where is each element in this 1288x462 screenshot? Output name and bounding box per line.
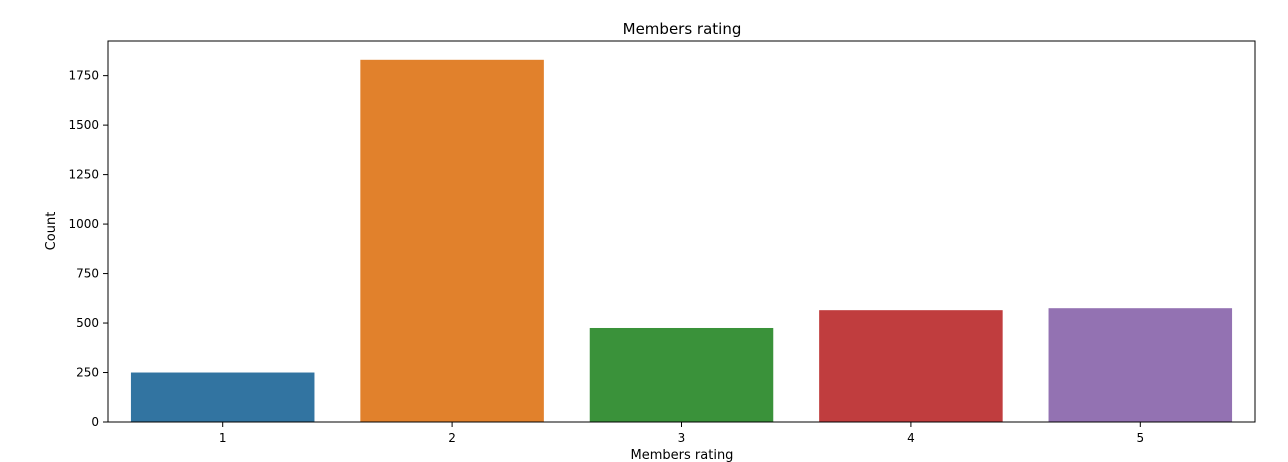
y-tick-label-1750: 1750: [68, 69, 99, 83]
y-tick-label-750: 750: [76, 267, 99, 281]
x-tick-label-3: 3: [678, 431, 686, 445]
y-axis-label: Count: [44, 212, 59, 251]
y-axis: 0 250 500 750 1000 1250 1500 1750: [68, 69, 108, 429]
bar-3: [589, 327, 774, 422]
x-axis: 1 2 3 4 5: [219, 422, 1144, 445]
y-tick-label-250: 250: [76, 366, 99, 380]
x-tick-label-2: 2: [448, 431, 456, 445]
x-tick-label-4: 4: [907, 431, 915, 445]
y-tick-label-1250: 1250: [68, 168, 99, 182]
bars-group: [130, 59, 1233, 422]
x-axis-label: Members rating: [631, 448, 734, 462]
y-tick-label-0: 0: [91, 415, 99, 429]
bar-2: [360, 59, 544, 422]
y-tick-label-1000: 1000: [68, 217, 99, 231]
bar-1: [130, 372, 315, 422]
y-tick-label-500: 500: [76, 316, 99, 330]
x-tick-label-5: 5: [1136, 431, 1144, 445]
y-tick-label-1500: 1500: [68, 118, 99, 132]
plot-frame: [107, 40, 1256, 423]
x-tick-label-1: 1: [219, 431, 227, 445]
chart-title: Members rating: [623, 20, 742, 38]
bar-4: [819, 310, 1003, 422]
bar-5: [1048, 308, 1233, 422]
